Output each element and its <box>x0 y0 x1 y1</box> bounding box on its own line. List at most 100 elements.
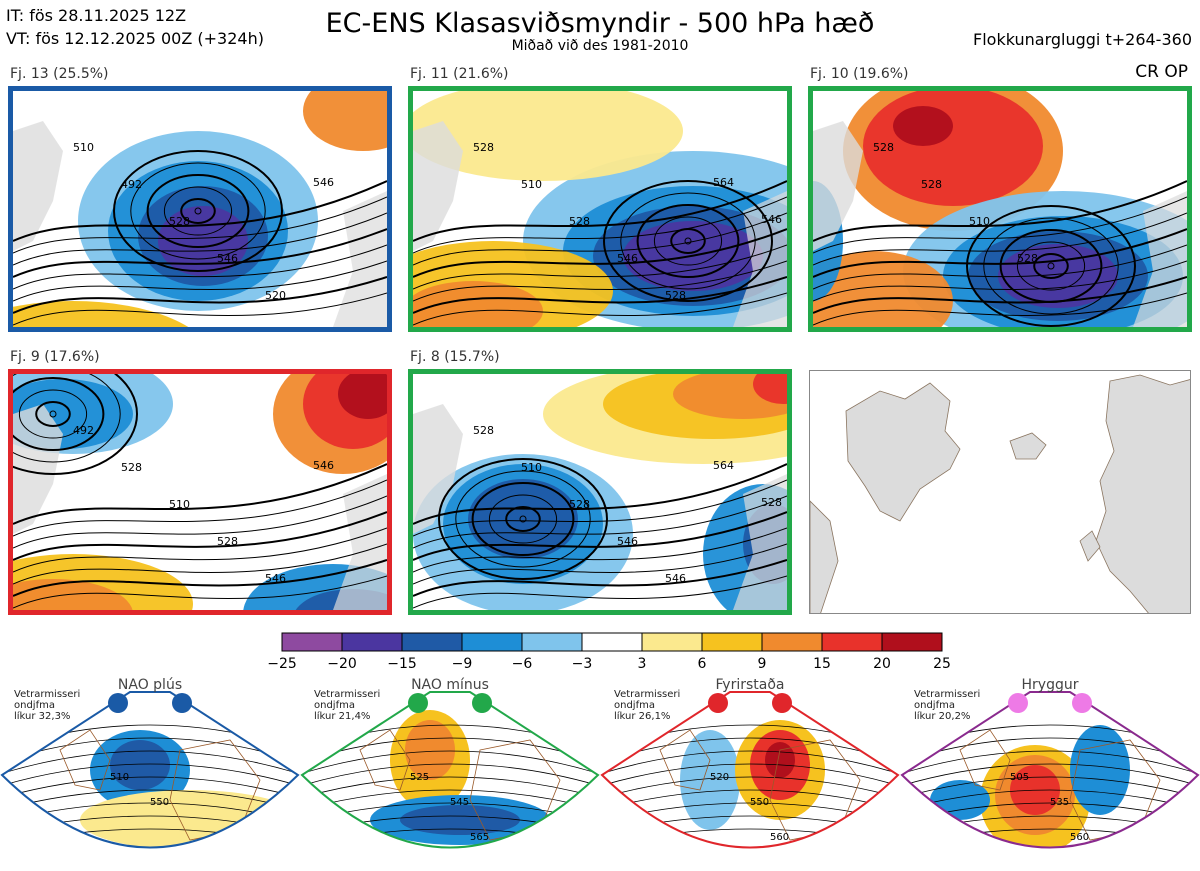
regime-note-line: ondjfma <box>314 700 355 711</box>
contour-label: 528 <box>217 535 238 548</box>
contour-label: 550 <box>750 797 769 808</box>
colorbar-tick-label: −15 <box>387 656 417 672</box>
height-contour <box>413 228 787 278</box>
colorbar-tick-label: 25 <box>933 656 951 672</box>
height-contour <box>413 575 787 609</box>
height-contour <box>13 228 387 278</box>
height-contour <box>902 776 1198 799</box>
regime-map: 525 545 565 <box>300 691 600 849</box>
height-contour <box>455 470 591 568</box>
regime-note-line: líkur 20,2% <box>914 711 971 722</box>
regime-note-line: Vetrarmisseri <box>614 689 681 700</box>
colorbar-tick-label: 6 <box>697 656 707 672</box>
height-contour <box>2 776 298 799</box>
coastline <box>59 729 111 791</box>
regime-note-line: Vetrarmisseri <box>314 689 381 700</box>
regime-note-line: líkur 26,1% <box>614 711 671 722</box>
cluster-map[interactable]: 528 528 510 528 <box>808 86 1192 332</box>
colorbar-tick-label: −25 <box>267 656 297 672</box>
anomaly-area <box>753 374 787 404</box>
regime-marker <box>708 693 728 713</box>
regime-map: 510 550 <box>0 691 300 849</box>
contour-label: 546 <box>761 213 782 226</box>
corner-label: CR OP <box>1135 62 1188 82</box>
height-contour <box>13 212 387 266</box>
height-contour <box>146 174 250 248</box>
colorbar-tick-label: 15 <box>813 656 831 672</box>
contour-label: 546 <box>217 252 238 265</box>
height-contour <box>13 575 387 609</box>
contour-label: 550 <box>150 797 169 808</box>
height-contour <box>488 494 558 544</box>
height-contour <box>13 511 387 561</box>
valid-time: VT: fös 12.12.2025 00Z (+324h) <box>6 29 264 48</box>
colorbar-swatch <box>821 632 883 652</box>
colorbar-swatch <box>461 632 523 652</box>
height-contour <box>13 374 121 463</box>
regime-note-line: líkur 21,4% <box>314 711 371 722</box>
panel-map: 528 528 510 528 <box>813 91 1187 327</box>
regime-note-line: ondjfma <box>914 700 955 711</box>
classification-window: Flokkunargluggi t+264-360 <box>973 30 1192 49</box>
low-center <box>684 237 692 245</box>
panel-map: 492 528 510 528 546 546 <box>13 374 387 610</box>
coastline <box>659 729 711 791</box>
height-contour <box>413 527 787 573</box>
anomaly-area <box>400 805 520 835</box>
land-area <box>1133 191 1187 327</box>
cluster-map[interactable]: 492 528 510 528 546 546 <box>8 369 392 615</box>
height-contour <box>13 463 387 525</box>
regime-outline <box>0 691 300 849</box>
height-contour <box>438 458 608 580</box>
height-contour <box>13 543 387 585</box>
height-contour <box>813 228 1187 278</box>
colorbar-swatch <box>281 632 343 652</box>
land-area <box>333 474 387 610</box>
cluster-map[interactable]: 528 510 528 546 528 564 546 <box>408 86 792 332</box>
colorbar-tick-label: 3 <box>637 656 647 672</box>
contour-label: 528 <box>569 498 590 511</box>
height-contour <box>18 389 88 439</box>
height-contour <box>636 204 740 278</box>
contour-label: 520 <box>710 772 729 783</box>
anomaly-area <box>893 106 953 146</box>
regime-note-line: ondjfma <box>14 700 55 711</box>
regime-title: NAO mínus <box>411 677 489 693</box>
height-contour <box>966 205 1136 327</box>
regime-note: Vetrarmisseri ondjfma líkur 26,1% <box>614 689 680 722</box>
panel-map: 528 510 528 546 546 564 528 <box>413 374 787 610</box>
regime-marker <box>408 693 428 713</box>
height-contour <box>1016 241 1086 291</box>
height-contour <box>413 180 787 242</box>
cluster-map[interactable]: 528 510 528 546 546 564 528 <box>408 369 792 615</box>
height-contour <box>2 750 298 775</box>
anomaly-area <box>765 742 795 778</box>
colorbar-tick-label: 9 <box>757 656 767 672</box>
height-contour <box>413 559 787 597</box>
land-area <box>413 404 463 534</box>
height-contour <box>13 260 387 302</box>
height-contour <box>413 292 787 326</box>
land-area <box>413 121 463 251</box>
cluster-map[interactable]: 510 492 528 546 520 546 <box>8 86 392 332</box>
anomaly-area <box>413 91 683 181</box>
height-contour <box>813 180 1187 242</box>
colorbar-tick-label: −6 <box>511 656 533 672</box>
height-contour <box>13 559 387 597</box>
anomaly-area <box>813 251 953 327</box>
panel-map: 510 492 528 546 520 546 <box>13 91 387 327</box>
regime-marker <box>108 693 128 713</box>
height-contour <box>413 543 787 585</box>
page-subtitle: Miðað við des 1981-2010 <box>511 38 689 54</box>
low-center <box>519 515 527 523</box>
colorbar-swatch <box>761 632 823 652</box>
height-contour <box>13 180 387 242</box>
contour-label: 520 <box>265 289 286 302</box>
regime-note: Vetrarmisseri ondjfma líkur 32,3% <box>14 689 80 722</box>
contour-label: 528 <box>1017 252 1038 265</box>
colorbar-tick-label: −9 <box>451 656 473 672</box>
contour-label: 528 <box>665 289 686 302</box>
height-contour <box>602 828 898 847</box>
panel-label: Fj. 10 (19.6%) <box>810 66 909 82</box>
panel-label: Fj. 8 (15.7%) <box>410 349 500 365</box>
